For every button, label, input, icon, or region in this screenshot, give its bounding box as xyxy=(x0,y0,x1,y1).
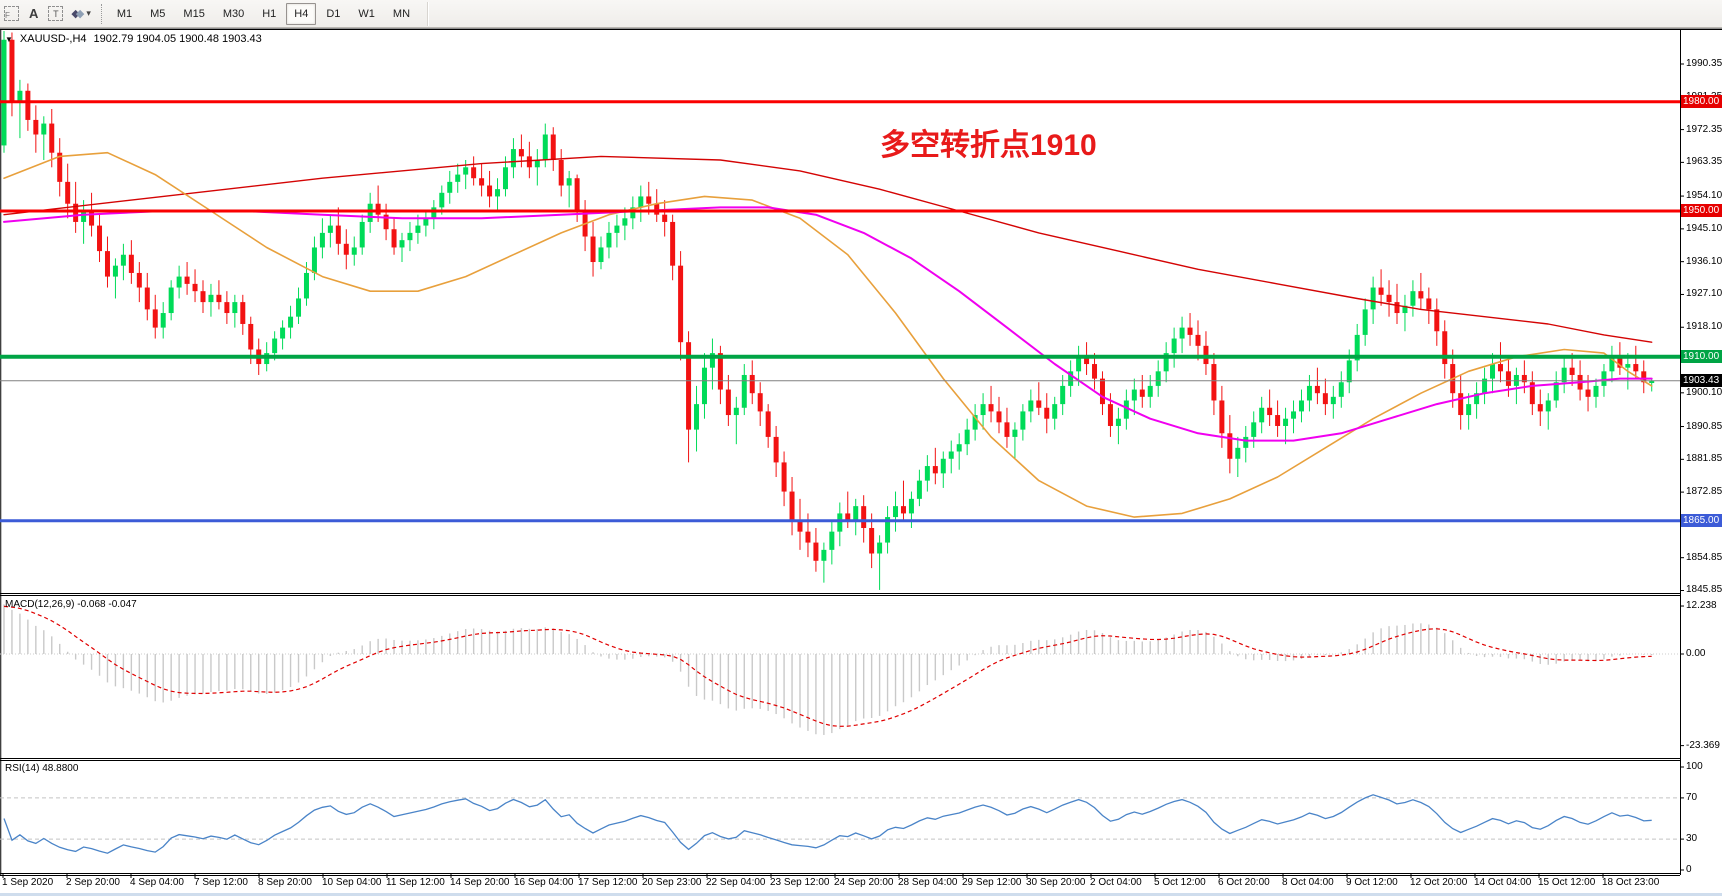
ohlc-quote-label: 1902.79 1904.05 1900.48 1903.43 xyxy=(93,33,262,45)
price-tick-label: 1936.10 xyxy=(1686,255,1722,267)
axis-ticks xyxy=(2,63,1684,878)
symbol-period-label: XAUUSD-,H4 xyxy=(19,33,87,45)
timeframe-m15-button[interactable]: M15 xyxy=(175,3,212,25)
timeframe-mn-button[interactable]: MN xyxy=(385,3,418,25)
macd-histogram-layer xyxy=(3,604,1653,735)
price-tick-label: 1881.85 xyxy=(1686,453,1722,465)
price-tick-label: 1945.10 xyxy=(1686,222,1722,234)
rsi-tick-label: 70 xyxy=(1686,791,1698,803)
timeframe-w1-button[interactable]: W1 xyxy=(350,3,383,25)
timeframe-d1-button[interactable]: D1 xyxy=(318,3,348,25)
price-tick-label: 1954.10 xyxy=(1686,190,1722,202)
timeframe-m30-button[interactable]: M30 xyxy=(215,3,252,25)
macd-signal-line xyxy=(3,605,1652,727)
text-box-t-icon[interactable]: T xyxy=(48,6,64,21)
time-axis-label: 14 Oct 04:00 xyxy=(1474,877,1532,888)
time-axis-label: 20 Sep 23:00 xyxy=(642,877,702,888)
timeframe-h4-button[interactable]: H4 xyxy=(286,2,317,25)
toolbar-separator xyxy=(427,1,430,26)
time-axis-label: 30 Sep 20:00 xyxy=(1026,877,1086,888)
time-axis-label: 15 Oct 12:00 xyxy=(1538,877,1596,888)
current-price-label: 1903.43 xyxy=(1681,373,1722,387)
price-tick-label: 1872.85 xyxy=(1686,486,1722,498)
styles-dropdown-arrow-icon[interactable]: ▾ xyxy=(86,8,91,18)
time-axis-label: 23 Sep 12:00 xyxy=(770,877,830,888)
dashed-box-glyph: F xyxy=(4,6,19,21)
price-tick-label: 1927.10 xyxy=(1686,288,1722,300)
macd-indicator-label: MACD(12,26,9) -0.068 -0.047 xyxy=(5,599,137,610)
time-axis-label: 18 Oct 23:00 xyxy=(1602,877,1660,888)
timeframe-h1-button[interactable]: H1 xyxy=(254,3,284,25)
time-axis-label: 6 Oct 20:00 xyxy=(1218,877,1270,888)
pane-borders xyxy=(0,29,1722,876)
time-axis-label: 11 Sep 12:00 xyxy=(386,877,445,888)
time-axis-label: 16 Sep 04:00 xyxy=(514,877,574,888)
time-axis-label: 2 Oct 04:00 xyxy=(1090,877,1142,888)
time-axis-label: 9 Oct 12:00 xyxy=(1346,877,1398,888)
dashed-box-f-icon[interactable]: F xyxy=(4,6,19,21)
macd-tick-label: 12.238 xyxy=(1686,600,1717,612)
time-axis-label: 28 Sep 04:00 xyxy=(898,877,958,888)
toolbar: F A T ◆ ◆ ▾ M1 M5 M15 M30 H1 H4 D1 W1 MN xyxy=(0,0,1722,28)
timeframe-m5-button[interactable]: M5 xyxy=(142,3,173,25)
hline-price-label: 1980.00 xyxy=(1681,94,1722,108)
rsi-indicator-label: RSI(14) 48.8800 xyxy=(5,763,79,774)
text-label-a-icon[interactable]: A xyxy=(29,6,39,21)
hline-price-label: 1910.00 xyxy=(1681,349,1722,363)
time-axis-label: 7 Sep 12:00 xyxy=(194,877,248,888)
time-axis-label: 24 Sep 20:00 xyxy=(834,877,894,888)
macd-tick-label: -23.369 xyxy=(1686,739,1720,751)
trend-annotation-text: 多空转折点1910 xyxy=(880,129,1097,162)
chart-title: ▼ XAUUSD-,H4 1902.79 1904.05 1900.48 190… xyxy=(5,33,262,45)
ma-red-slow xyxy=(3,155,1653,343)
ma-orange-mid xyxy=(3,151,1653,518)
macd-tick-label: 0.00 xyxy=(1686,648,1706,659)
text-box-glyph: T xyxy=(48,6,64,21)
rsi-tick-label: 100 xyxy=(1686,761,1703,772)
candles-layer xyxy=(1,31,1655,590)
price-tick-label: 1963.35 xyxy=(1686,156,1722,168)
price-tick-label: 1890.85 xyxy=(1686,420,1722,432)
ma-magenta xyxy=(3,206,1653,442)
time-axis-label: 5 Oct 12:00 xyxy=(1154,877,1206,888)
time-axis-label: 8 Oct 04:00 xyxy=(1282,877,1334,888)
price-tick-label: 1845.85 xyxy=(1686,584,1722,596)
moving-averages-layer xyxy=(3,151,1653,518)
rsi-tick-label: 0 xyxy=(1686,864,1692,875)
time-axis-label: 4 Sep 04:00 xyxy=(130,877,184,888)
line-styles-icon[interactable]: ◆ ◆ xyxy=(71,7,85,20)
rsi-line xyxy=(3,794,1652,854)
price-tick-label: 1918.10 xyxy=(1686,321,1722,333)
toolbar-grip xyxy=(100,3,102,24)
hline-price-label: 1865.00 xyxy=(1681,513,1722,527)
time-axis-label: 22 Sep 04:00 xyxy=(706,877,766,888)
price-tick-label: 1972.35 xyxy=(1686,123,1722,135)
collapse-triangle-icon[interactable]: ▼ xyxy=(5,34,13,44)
time-axis-label: 10 Sep 04:00 xyxy=(322,877,382,888)
time-axis-label: 1 Sep 2020 xyxy=(2,877,54,888)
time-axis-label: 29 Sep 12:00 xyxy=(962,877,1022,888)
diamond-light-glyph: ◆ xyxy=(75,8,85,20)
chart-canvas[interactable] xyxy=(0,29,1722,896)
chart-area[interactable]: ▼ XAUUSD-,H4 1902.79 1904.05 1900.48 190… xyxy=(0,28,1722,896)
price-tick-label: 1900.10 xyxy=(1686,386,1722,398)
time-axis-label: 14 Sep 20:00 xyxy=(450,877,510,888)
rsi-tick-label: 30 xyxy=(1686,833,1698,845)
hline-price-label: 1950.00 xyxy=(1681,204,1722,217)
time-axis-label: 8 Sep 20:00 xyxy=(258,877,312,888)
price-tick-label: 1990.35 xyxy=(1686,58,1722,69)
window-bottom-strip xyxy=(0,893,1722,896)
time-axis-label: 12 Oct 20:00 xyxy=(1410,877,1468,888)
price-tick-label: 1854.85 xyxy=(1686,551,1722,563)
time-axis-label: 17 Sep 12:00 xyxy=(578,877,638,888)
timeframe-m1-button[interactable]: M1 xyxy=(109,3,140,25)
time-axis-label: 2 Sep 20:00 xyxy=(66,877,120,888)
